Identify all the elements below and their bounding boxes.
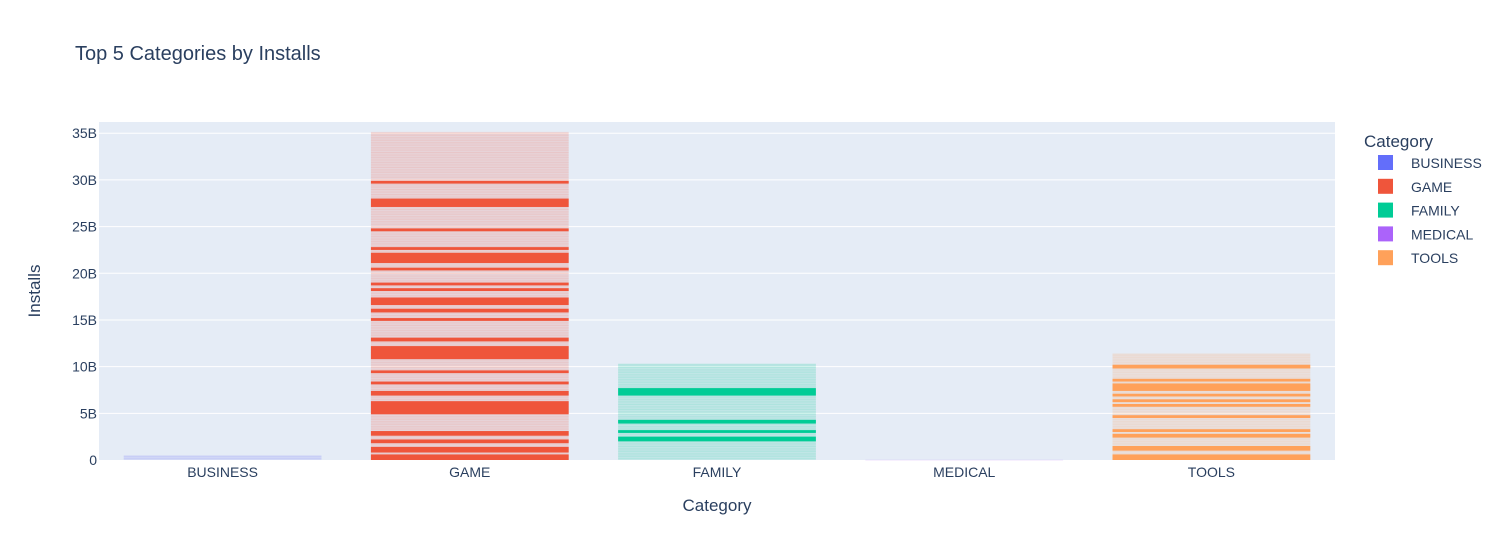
y-tick-label: 25B (72, 219, 97, 235)
y-tick-label: 0 (89, 452, 97, 468)
bar-segment (370, 288, 569, 291)
bar-segment (370, 252, 569, 263)
bar-segment (1112, 429, 1311, 432)
x-axis-tick-labels: BUSINESS GAME FAMILY MEDICAL TOOLS (187, 464, 1235, 480)
bar-fill (123, 455, 322, 460)
legend: BUSINESS GAME FAMILY MEDICAL TOOLS (1378, 155, 1482, 266)
plot-area (99, 122, 1335, 460)
bar-segment (370, 198, 569, 207)
y-tick-label: 10B (72, 359, 97, 375)
legend-swatch (1378, 155, 1393, 170)
bar-segment (370, 431, 569, 436)
bar-segment (370, 180, 569, 184)
bar-fill (618, 363, 816, 460)
bar-segment (370, 297, 569, 306)
bar-segment (370, 390, 569, 396)
bar-medical[interactable] (865, 459, 1064, 461)
legend-item-family[interactable]: FAMILY (1378, 202, 1460, 219)
bar-segment (370, 454, 569, 460)
bar-segment (1112, 393, 1311, 397)
bar-segment (618, 388, 816, 396)
y-tick-label: 5B (80, 405, 97, 421)
y-tick-label: 20B (72, 265, 97, 281)
bar-segment (370, 247, 569, 250)
bar-segment (1112, 364, 1311, 369)
bar-segment (1112, 383, 1311, 391)
bar-segment (370, 439, 569, 444)
legend-label: BUSINESS (1411, 155, 1482, 171)
bar-segment (618, 430, 816, 433)
bar-segment (370, 337, 569, 342)
x-tick-label: GAME (449, 464, 490, 480)
bar-segment (370, 308, 569, 313)
bar-segment (618, 419, 816, 424)
bar-segment (1112, 403, 1311, 407)
bar-segment (370, 401, 569, 415)
chart-title: Top 5 Categories by Installs (75, 43, 321, 65)
bar-segment (370, 267, 569, 271)
y-axis-tick-labels: 0 5B 10B 15B 20B 25B 30B 35B (72, 125, 97, 468)
bar-segment (370, 318, 569, 321)
x-axis-label: Category (683, 496, 752, 515)
bar-segment (1112, 454, 1311, 460)
bar-family[interactable] (618, 363, 816, 460)
legend-swatch (1378, 202, 1393, 218)
legend-item-medical[interactable]: MEDICAL (1378, 226, 1473, 242)
bar-segment (370, 346, 569, 360)
bar-fill (865, 459, 1064, 461)
bar-segment (1112, 445, 1311, 451)
bar-tools[interactable] (1112, 353, 1311, 460)
bar-segment (1112, 399, 1311, 403)
bar-segment (370, 446, 569, 453)
bars-group (123, 131, 1311, 461)
bar-segment (1112, 378, 1311, 382)
x-tick-label: MEDICAL (933, 464, 995, 480)
legend-label: GAME (1411, 179, 1452, 195)
bar-segment (370, 370, 569, 374)
y-axis-label: Installs (25, 265, 44, 318)
legend-label: MEDICAL (1411, 226, 1473, 242)
legend-item-business[interactable]: BUSINESS (1378, 155, 1482, 171)
x-tick-label: BUSINESS (187, 464, 258, 480)
legend-label: FAMILY (1411, 203, 1460, 219)
bar-segment (1112, 415, 1311, 418)
x-tick-label: FAMILY (693, 464, 742, 480)
legend-label: TOOLS (1411, 250, 1458, 266)
x-tick-label: TOOLS (1188, 464, 1235, 480)
bar-segment (370, 381, 569, 385)
bar-segment (370, 228, 569, 232)
bar-segment (618, 436, 816, 442)
legend-swatch (1378, 178, 1393, 194)
legend-swatch (1378, 250, 1393, 266)
bar-segment (370, 282, 569, 286)
grid-lines (99, 132, 1335, 414)
bar-segment (1112, 433, 1311, 438)
legend-item-tools[interactable]: TOOLS (1378, 250, 1458, 266)
bar-game[interactable] (370, 131, 569, 460)
y-tick-label: 30B (72, 172, 97, 188)
legend-item-game[interactable]: GAME (1378, 178, 1452, 195)
legend-swatch (1378, 226, 1393, 242)
bar-business[interactable] (123, 455, 322, 460)
y-tick-label: 15B (72, 312, 97, 328)
legend-title: Category (1364, 132, 1433, 151)
y-tick-label: 35B (72, 125, 97, 141)
